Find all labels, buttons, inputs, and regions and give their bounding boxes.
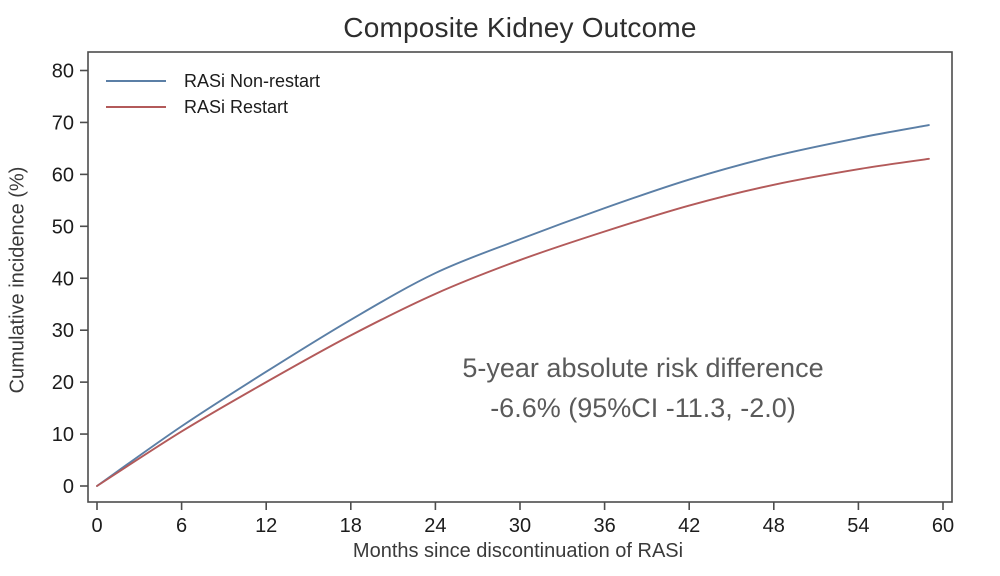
legend-label-restart: RASi Restart bbox=[184, 96, 289, 117]
legend-label-non-restart: RASi Non-restart bbox=[184, 70, 321, 91]
legend-item-non-restart: RASi Non-restart bbox=[106, 68, 320, 94]
x-tick-label: 12 bbox=[255, 515, 277, 537]
series-line-1 bbox=[96, 157, 930, 487]
legend-line-restart bbox=[106, 106, 166, 108]
x-tick-label: 48 bbox=[763, 515, 785, 537]
legend-item-restart: RASi Restart bbox=[106, 94, 320, 120]
y-tick-label: 50 bbox=[52, 216, 74, 238]
x-axis-label: Months since discontinuation of RASi bbox=[352, 540, 684, 562]
legend-line-non-restart bbox=[106, 80, 166, 82]
x-tick-label: 36 bbox=[593, 515, 615, 537]
y-tick-label: 30 bbox=[52, 320, 74, 342]
y-tick-label: 70 bbox=[52, 112, 74, 134]
y-tick-label: 40 bbox=[52, 268, 74, 290]
x-tick-label: 18 bbox=[340, 515, 362, 537]
x-tick-label: 30 bbox=[509, 515, 531, 537]
y-tick-label: 10 bbox=[52, 424, 74, 446]
annotation-line2: -6.6% (95%CI -11.3, -2.0) bbox=[490, 393, 796, 423]
annotation-line1: 5-year absolute risk difference bbox=[462, 353, 824, 383]
x-tick-label: 6 bbox=[176, 515, 187, 537]
y-tick-label: 20 bbox=[52, 372, 74, 394]
series-line-0 bbox=[96, 124, 930, 487]
y-tick-label: 60 bbox=[52, 164, 74, 186]
chart-title: Composite Kidney Outcome bbox=[343, 12, 697, 43]
y-tick-label: 0 bbox=[63, 476, 74, 498]
legend: RASi Non-restart RASi Restart bbox=[106, 68, 320, 120]
x-tick-label: 60 bbox=[932, 515, 954, 537]
x-tick-label: 24 bbox=[424, 515, 446, 537]
risk-difference-annotation: 5-year absolute risk difference -6.6% (9… bbox=[393, 348, 893, 428]
y-axis-label: Cumulative incidence (%) bbox=[6, 166, 29, 394]
y-tick-label: 80 bbox=[52, 61, 74, 83]
x-tick-label: 54 bbox=[847, 515, 869, 537]
x-tick-label: 0 bbox=[91, 515, 102, 537]
x-tick-label: 42 bbox=[678, 515, 700, 537]
